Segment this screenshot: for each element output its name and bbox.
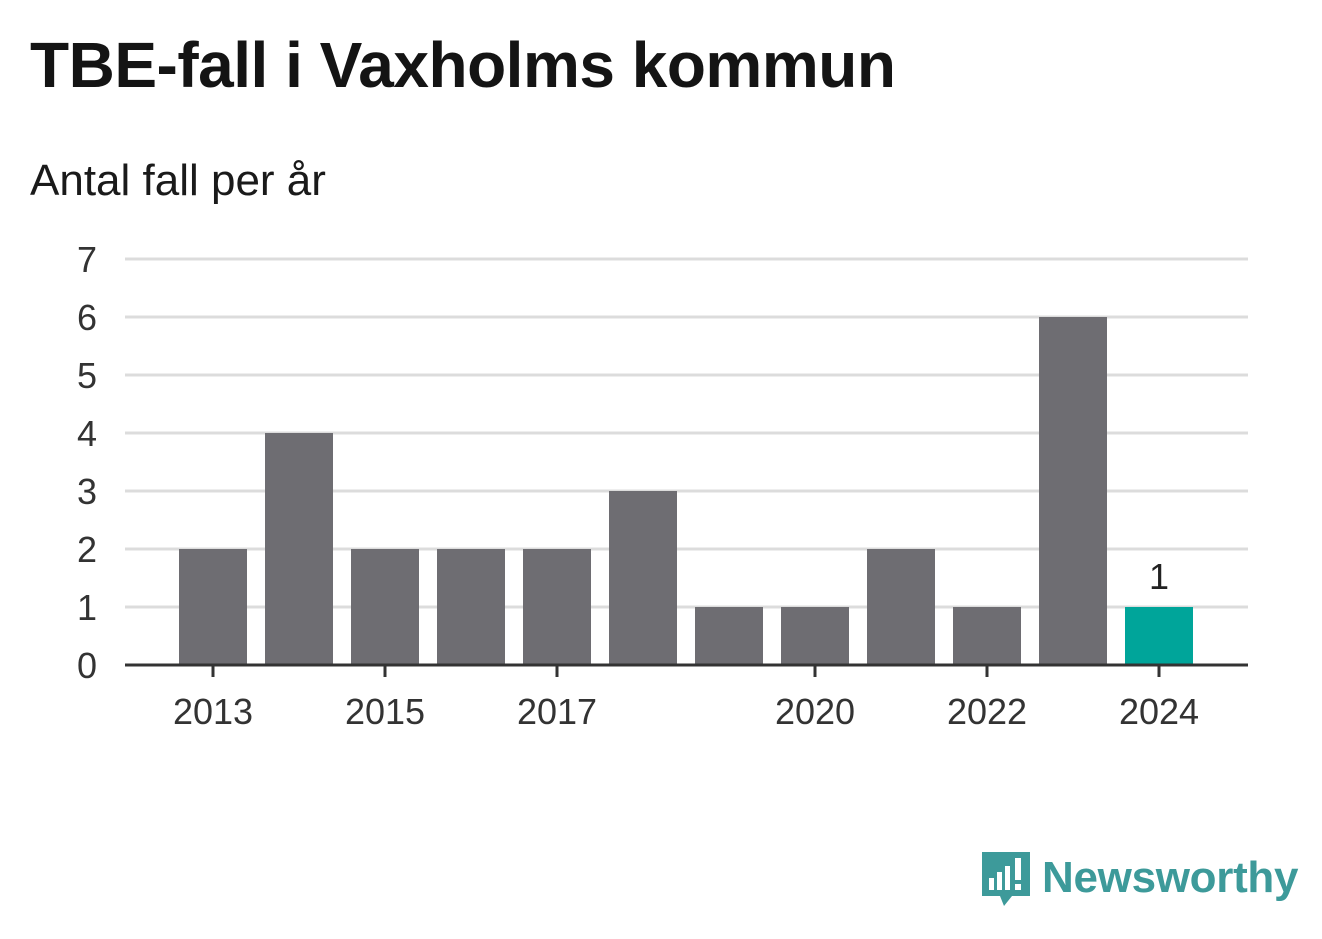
y-tick-label: 7 [77,239,97,280]
bar-2018 [609,491,677,665]
x-tick-label: 2017 [517,691,597,732]
bar-chart: 0 1 2 3 4 5 6 7 2013 2015 2017 2020 2022 2024 1 [77,239,1248,732]
bar-2020 [781,607,849,665]
y-tick-label: 0 [77,645,97,686]
x-tick-label: 2022 [947,691,1027,732]
y-tick-label: 5 [77,355,97,396]
brand-logo: Newsworthy [980,848,1298,908]
x-tick-label: 2024 [1119,691,1199,732]
x-tick-label: 2015 [345,691,425,732]
bar-2016 [437,549,505,665]
data-label: 1 [1149,556,1169,597]
x-tick-label: 2013 [173,691,253,732]
bar-2015 [351,549,419,665]
bar-2014 [265,433,333,665]
y-tick-label: 1 [77,587,97,628]
bar-2021 [867,549,935,665]
y-tick-label: 6 [77,297,97,338]
chart-subtitle: Antal fall per år [30,156,326,205]
x-tick-label: 2020 [775,691,855,732]
bar-2019 [695,607,763,665]
y-tick-label: 4 [77,413,97,454]
bar-2022 [953,607,1021,665]
chart-title: TBE-fall i Vaxholms kommun [30,29,896,101]
bar-2017 [523,549,591,665]
newsworthy-logo-icon [982,852,1030,906]
bar-2024 [1125,607,1193,665]
y-tick-label: 2 [77,529,97,570]
bar-2023 [1039,317,1107,665]
bar-2013 [179,549,247,665]
y-tick-label: 3 [77,471,97,512]
brand-name: Newsworthy [1042,853,1299,902]
